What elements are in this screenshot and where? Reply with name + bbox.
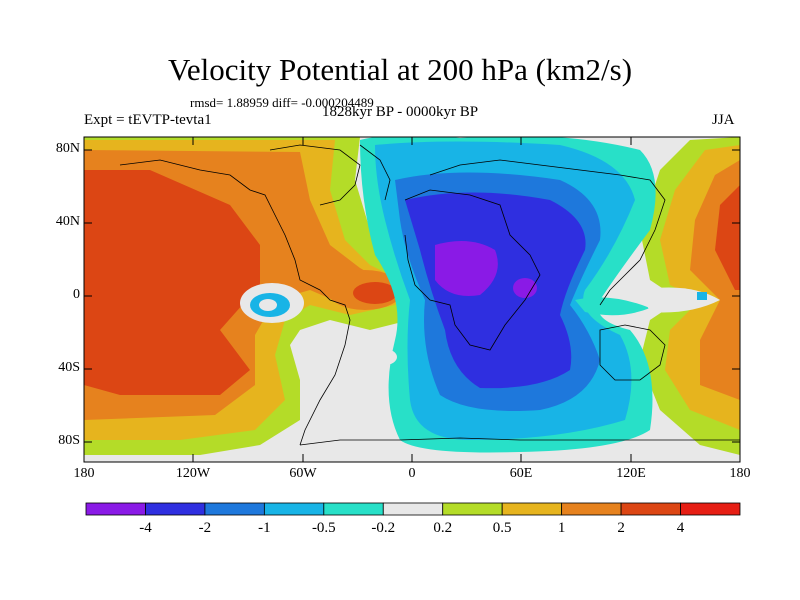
period-label: 1828kyr BP - 0000kyr BP [322, 104, 479, 120]
colorbar-label: 0.2 [433, 520, 453, 536]
negative-region-purple [435, 241, 498, 296]
lon-label-120e: 120E [616, 466, 646, 481]
colorbar-label: -0.2 [371, 520, 396, 536]
colorbar-swatch [204, 502, 265, 516]
colorbar-swatch [680, 502, 741, 516]
lat-label-80s: 80S [58, 433, 80, 448]
lat-label-40s: 40S [58, 360, 80, 375]
negative-region-darkblue [405, 192, 586, 389]
colorbar-label: -1 [258, 520, 271, 536]
colorbar-label: 0.5 [492, 520, 512, 536]
experiment-label: Expt = tEVTP-tevta1 [84, 112, 212, 128]
lon-label-180w: 180 [73, 466, 95, 481]
plot-title: Velocity Potential at 200 hPa (km2/s) [167, 52, 633, 87]
coastlines [119, 144, 740, 446]
colorbar-label: -2 [198, 520, 212, 536]
axis-ticks [83, 137, 741, 462]
positive-region-east-core [715, 185, 740, 290]
colorbar-label: -0.5 [311, 520, 336, 536]
colorbar-swatch [620, 502, 681, 516]
colorbar-swatch [382, 502, 444, 516]
colorbar-swatch [263, 502, 325, 516]
lon-label-180e: 180 [729, 466, 751, 481]
colorbar-swatch [85, 502, 146, 516]
colorbar-label: 1 [557, 520, 566, 536]
colorbar-label: 4 [676, 520, 685, 536]
colorbar-swatch [442, 502, 503, 516]
lat-label-0: 0 [73, 287, 80, 302]
season-label: JJA [712, 112, 735, 128]
stats-text: rmsd= 1.88959 diff= -0.000204489 [190, 95, 374, 110]
colorbar-label: 2 [617, 520, 625, 536]
contour-field [84, 137, 740, 462]
positive-region-west-red [84, 170, 260, 395]
colorbar-swatch [561, 502, 622, 516]
colorbar-swatch [501, 502, 563, 516]
colorbar-label: -4 [139, 520, 152, 536]
colorbar-swatch [145, 502, 206, 516]
lon-label-120w: 120W [175, 466, 211, 481]
lon-label-60e: 60E [509, 466, 533, 481]
lat-label-80n: 80N [55, 141, 80, 156]
colorbar-swatch [323, 502, 384, 516]
lon-label-60w: 60W [289, 466, 317, 481]
lon-label-0: 0 [408, 466, 416, 481]
colorbar [85, 502, 741, 516]
lat-label-40n: 40N [55, 214, 80, 229]
